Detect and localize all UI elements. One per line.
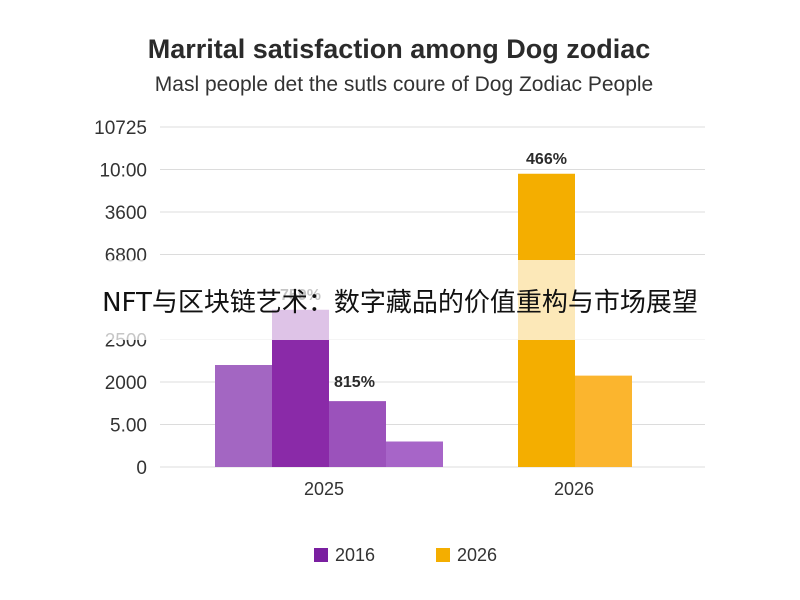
bar-2025-4: [386, 441, 443, 467]
y-tick-label: 0: [136, 458, 147, 479]
bar-2025-1: [215, 365, 272, 467]
x-tick-label: 2025: [304, 479, 344, 499]
x-tick-label: 2026: [554, 479, 594, 499]
overlay-caption-band: NFT与区块链艺术：数字藏品的价值重构与市场展望: [0, 260, 800, 340]
bar-2026-2: [575, 375, 632, 467]
x-axis-ticks: 2025 2026: [304, 479, 594, 499]
data-label: 815%: [334, 374, 375, 391]
chart-title: Marrital satisfaction among Dog zodiac: [148, 34, 651, 64]
legend-label: 2016: [335, 545, 375, 565]
y-tick-label: 10:00: [99, 161, 147, 182]
data-label: 466%: [526, 151, 567, 168]
legend-swatch: [314, 548, 328, 562]
bar-2025-3: [329, 401, 386, 467]
legend-swatch: [436, 548, 450, 562]
y-tick-label: 5.00: [110, 416, 147, 437]
legend-label: 2026: [457, 545, 497, 565]
legend: 2016 2026: [314, 545, 497, 565]
overlay-caption: NFT与区块链艺术：数字藏品的价值重构与市场展望: [102, 287, 698, 318]
chart-subtitle: Masl people det the sutls coure of Dog Z…: [155, 73, 653, 96]
y-tick-label: 2000: [105, 373, 147, 394]
y-tick-label: 10725: [94, 118, 147, 139]
y-tick-label: 3600: [105, 203, 147, 224]
